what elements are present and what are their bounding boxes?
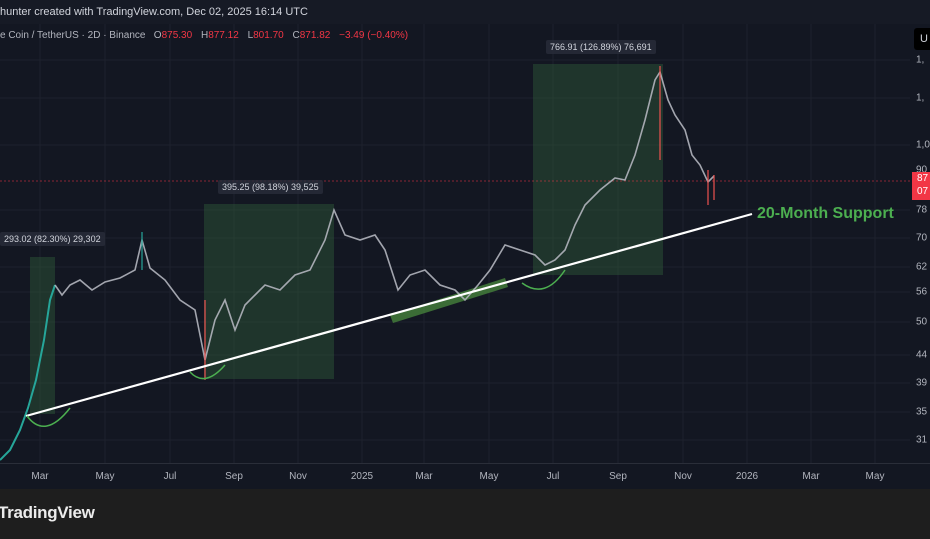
- change-value: −3.49 (−0.40%): [339, 30, 409, 41]
- y-tick: 50: [916, 316, 928, 328]
- ohlc-legend: e Coin / TetherUS · 2D · Binance O875.30…: [0, 28, 414, 44]
- x-tick: Sep: [609, 471, 627, 482]
- measure-label-3: 766.91 (126.89%) 76,691: [546, 40, 656, 54]
- y-tick: 35: [916, 406, 928, 418]
- x-tick: Nov: [674, 471, 692, 482]
- support-line: [25, 212, 753, 418]
- x-tick: Sep: [225, 471, 243, 482]
- footer-bar: TradingView: [0, 489, 930, 539]
- chart-canvas: [0, 24, 912, 488]
- x-tick: May: [865, 471, 885, 482]
- y-tick: 56: [916, 286, 928, 298]
- open-key: O: [153, 30, 162, 41]
- time-axis[interactable]: Mar May Jul Sep Nov 2025 Mar May Jul Sep…: [0, 463, 930, 490]
- measure-zone-3: [533, 64, 663, 275]
- x-tick: Mar: [31, 471, 49, 482]
- high-key: H: [200, 30, 209, 41]
- y-tick: 39: [916, 377, 928, 389]
- low-value: 801.70: [253, 30, 284, 41]
- currency-button[interactable]: U: [914, 28, 930, 50]
- y-tick: 1,: [916, 54, 925, 66]
- y-tick: 70: [916, 232, 928, 244]
- x-tick: Nov: [289, 471, 307, 482]
- y-tick: 31: [916, 434, 928, 446]
- x-tick: Mar: [415, 471, 433, 482]
- measure-label-2: 395.25 (98.18%) 39,525: [218, 180, 323, 194]
- support-annotation: 20-Month Support: [757, 205, 894, 222]
- open-value: 875.30: [161, 30, 193, 41]
- x-tick: Jul: [163, 471, 177, 482]
- tradingview-logo: TradingView: [0, 503, 95, 522]
- x-tick: 2026: [735, 471, 759, 482]
- x-tick: Jul: [546, 471, 560, 482]
- high-value: 877.12: [208, 30, 239, 41]
- price-tag-line2: 07: [917, 186, 929, 197]
- chart-plot-area[interactable]: [0, 24, 930, 488]
- y-tick: 90: [916, 164, 928, 176]
- price-tag-line1: 87: [917, 173, 929, 184]
- y-tick: 1,0: [916, 139, 930, 151]
- x-tick: 2025: [350, 471, 374, 482]
- x-tick: May: [95, 471, 115, 482]
- y-tick: 62: [916, 261, 928, 273]
- measure-label-1: 293.02 (82.30%) 29,302: [0, 232, 105, 246]
- x-tick: Mar: [802, 471, 820, 482]
- y-tick: 78: [916, 204, 928, 216]
- y-tick: 1,: [916, 92, 925, 104]
- close-key: C: [292, 30, 300, 41]
- symbol-label: e Coin / TetherUS · 2D · Binance: [0, 30, 146, 41]
- close-value: 871.82: [299, 30, 331, 41]
- low-key: L: [247, 30, 254, 41]
- measure-zone-2: [204, 204, 334, 379]
- last-price-tag: 87 07: [912, 172, 930, 200]
- x-tick: May: [479, 471, 499, 482]
- y-tick: 44: [916, 349, 928, 361]
- attribution-bar: hunter created with TradingView.com, Dec…: [0, 0, 930, 24]
- attribution-text: hunter created with TradingView.com, Dec…: [0, 6, 308, 18]
